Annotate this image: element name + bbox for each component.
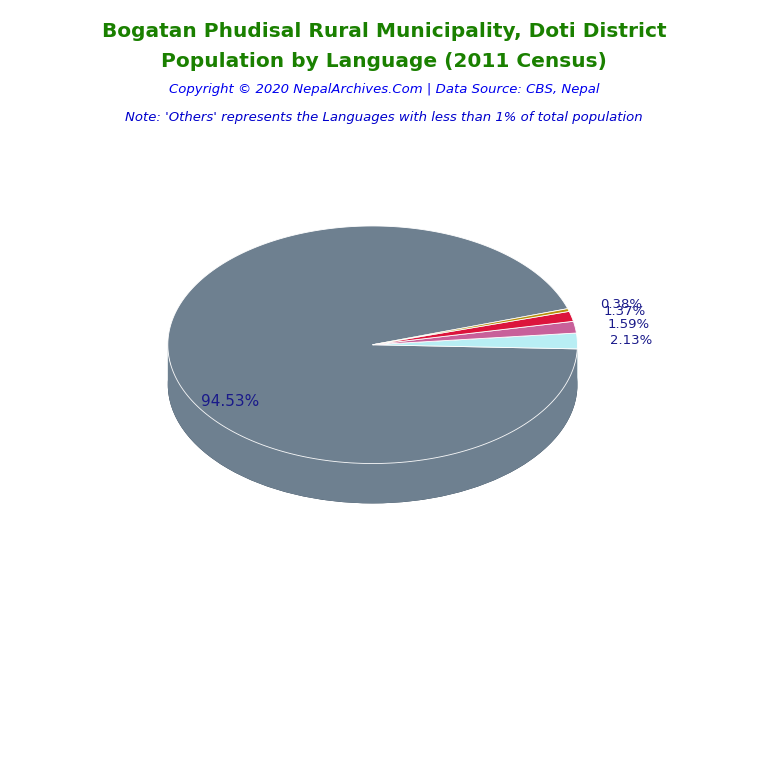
Text: 1.59%: 1.59% (607, 318, 650, 331)
Ellipse shape (168, 266, 578, 503)
Text: Copyright © 2020 NepalArchives.Com | Data Source: CBS, Nepal: Copyright © 2020 NepalArchives.Com | Dat… (169, 83, 599, 96)
Polygon shape (372, 333, 578, 349)
Text: 2.13%: 2.13% (610, 334, 652, 347)
Polygon shape (168, 226, 578, 464)
Polygon shape (372, 321, 577, 345)
Text: Note: 'Others' represents the Languages with less than 1% of total population: Note: 'Others' represents the Languages … (125, 111, 643, 124)
Text: Bogatan Phudisal Rural Municipality, Doti District: Bogatan Phudisal Rural Municipality, Dot… (101, 22, 667, 41)
Polygon shape (372, 309, 569, 345)
Text: 0.38%: 0.38% (600, 298, 642, 311)
Polygon shape (168, 346, 578, 503)
Text: Population by Language (2011 Census): Population by Language (2011 Census) (161, 52, 607, 71)
Polygon shape (372, 311, 574, 345)
Text: 94.53%: 94.53% (201, 394, 260, 409)
Text: 1.37%: 1.37% (604, 305, 646, 318)
